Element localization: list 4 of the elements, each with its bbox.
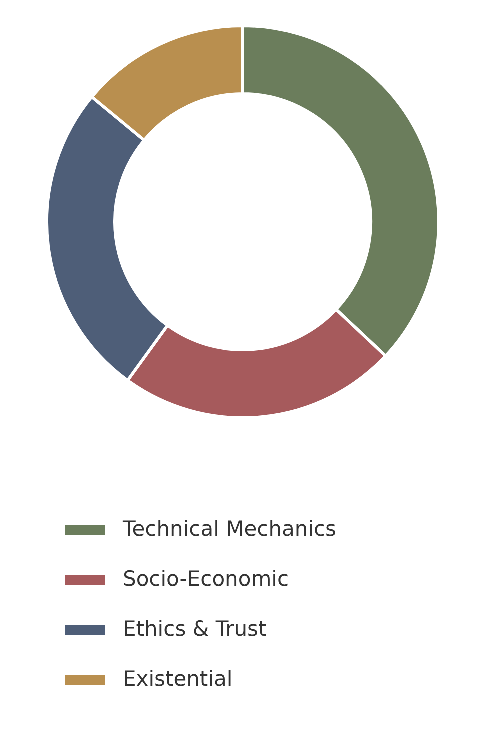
legend-label: Socio-Economic (123, 567, 290, 591)
legend-label: Ethics & Trust (123, 617, 267, 641)
legend-label: Existential (123, 667, 233, 691)
legend-label: Technical Mechanics (122, 517, 336, 541)
